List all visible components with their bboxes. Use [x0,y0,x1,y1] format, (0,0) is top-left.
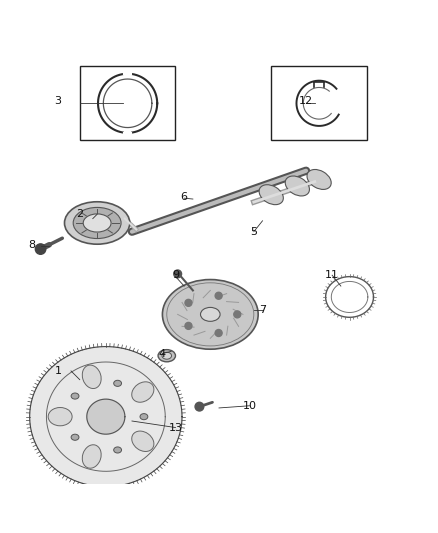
Ellipse shape [259,185,283,205]
Ellipse shape [73,207,121,239]
Ellipse shape [307,169,331,189]
Polygon shape [87,399,125,434]
Ellipse shape [162,352,172,359]
Circle shape [215,292,222,299]
Text: 12: 12 [299,96,313,106]
Ellipse shape [132,431,154,451]
Ellipse shape [114,380,121,386]
Text: 4: 4 [159,349,166,359]
Ellipse shape [82,445,101,468]
Ellipse shape [158,350,176,362]
Ellipse shape [83,214,111,232]
Circle shape [215,329,222,336]
Text: 10: 10 [243,401,257,411]
Circle shape [234,311,241,318]
Ellipse shape [162,279,258,349]
Ellipse shape [71,434,79,440]
Bar [271,66,367,140]
Text: 5: 5 [251,227,257,237]
Circle shape [185,322,192,329]
Text: 11: 11 [325,270,339,280]
Ellipse shape [64,202,130,244]
Circle shape [174,270,182,278]
Circle shape [195,402,204,411]
Polygon shape [30,346,182,487]
Text: 1: 1 [54,366,61,376]
Ellipse shape [132,382,154,402]
Text: 2: 2 [76,209,83,219]
Circle shape [35,244,46,254]
Text: 7: 7 [259,305,266,315]
Circle shape [185,300,192,306]
Ellipse shape [201,308,220,321]
Text: 13: 13 [169,423,183,433]
Ellipse shape [82,365,101,389]
Text: 6: 6 [181,192,187,202]
Text: 3: 3 [54,96,61,106]
Bar [80,66,176,140]
Text: 9: 9 [172,270,179,280]
Text: 8: 8 [28,240,35,250]
Ellipse shape [71,393,79,399]
Ellipse shape [285,176,310,196]
Ellipse shape [48,408,72,426]
Ellipse shape [114,447,121,453]
Ellipse shape [140,414,148,419]
